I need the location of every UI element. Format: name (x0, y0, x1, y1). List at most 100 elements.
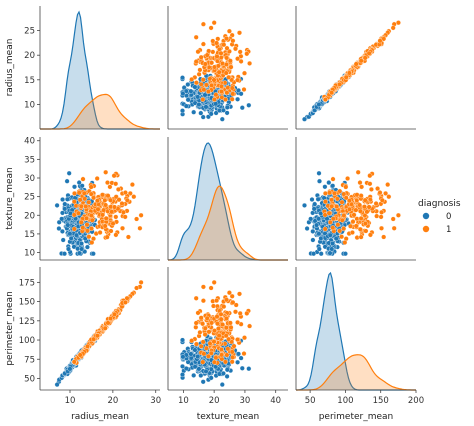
point-1 (84, 222, 90, 228)
point-0 (76, 180, 82, 186)
point-0 (198, 373, 204, 378)
point-0 (235, 359, 241, 365)
point-1 (367, 232, 373, 238)
point-1 (322, 199, 328, 205)
point-1 (218, 311, 224, 317)
point-0 (213, 110, 219, 116)
point-1 (193, 295, 199, 301)
point-1 (377, 190, 383, 196)
point-1 (329, 90, 335, 96)
y-tick-label: 30 (24, 174, 35, 184)
panel-perimeter_mean-vs-texture_mean: 10 20 30 40 (167, 267, 288, 406)
point-1 (373, 201, 379, 206)
point-1 (390, 25, 396, 31)
point-1 (219, 89, 225, 94)
point-0 (310, 237, 316, 243)
point-0 (200, 379, 206, 385)
point-1 (209, 60, 215, 66)
point-1 (78, 203, 84, 209)
point-1 (230, 354, 236, 360)
point-1 (83, 204, 89, 209)
point-0 (66, 246, 71, 252)
point-1 (193, 320, 199, 326)
point-1 (103, 169, 109, 175)
point-1 (355, 169, 361, 175)
point-1 (228, 324, 234, 330)
point-1 (86, 199, 92, 205)
point-1 (359, 184, 365, 190)
point-0 (236, 87, 241, 93)
point-1 (341, 226, 347, 232)
point-1 (326, 210, 332, 216)
point-0 (54, 382, 60, 388)
point-0 (238, 355, 244, 361)
point-0 (203, 368, 209, 374)
point-0 (208, 111, 214, 117)
point-1 (77, 352, 83, 358)
point-0 (316, 246, 322, 252)
point-0 (311, 251, 317, 257)
point-1 (198, 343, 204, 349)
point-1 (193, 324, 199, 330)
point-0 (317, 178, 322, 184)
point-0 (220, 107, 226, 113)
point-0 (330, 183, 336, 189)
point-1 (211, 77, 217, 83)
point-1 (362, 221, 368, 227)
point-1 (213, 92, 219, 98)
point-1 (235, 319, 241, 325)
point-1 (343, 74, 349, 80)
panel-radius_mean-vs-perimeter_mean (295, 6, 416, 130)
point-1 (358, 193, 364, 199)
point-1 (363, 228, 369, 234)
point-1 (94, 333, 100, 339)
point-1 (115, 186, 121, 192)
legend-title: diagnosis (418, 199, 461, 209)
point-0 (65, 222, 71, 228)
point-1 (224, 90, 230, 96)
point-1 (241, 87, 247, 92)
point-0 (246, 102, 252, 108)
point-0 (191, 372, 197, 378)
point-1 (238, 58, 244, 64)
point-1 (193, 341, 199, 347)
point-1 (228, 64, 234, 70)
point-1 (211, 97, 217, 102)
point-1 (329, 203, 335, 209)
point-1 (395, 20, 401, 26)
point-0 (327, 250, 333, 256)
point-1 (237, 49, 243, 55)
point-1 (337, 228, 343, 234)
point-0 (66, 170, 72, 176)
point-1 (341, 213, 347, 218)
point-1 (350, 219, 356, 225)
point-0 (219, 116, 225, 122)
point-1 (104, 234, 110, 240)
x-tick-label: 50 (305, 396, 316, 406)
point-0 (56, 226, 62, 231)
point-1 (195, 49, 201, 55)
point-1 (215, 63, 221, 69)
point-1 (362, 55, 368, 61)
point-0 (326, 180, 332, 186)
point-0 (302, 202, 307, 208)
point-1 (113, 181, 119, 187)
point-1 (242, 70, 247, 76)
point-1 (362, 197, 368, 203)
point-1 (94, 198, 100, 204)
point-1 (224, 297, 229, 303)
point-1 (237, 30, 242, 36)
point-1 (101, 207, 107, 213)
point-0 (196, 366, 202, 372)
point-1 (349, 230, 355, 235)
point-1 (353, 223, 359, 229)
point-1 (102, 197, 108, 203)
y-tick-label: 175 (19, 278, 35, 288)
point-1 (362, 204, 367, 210)
point-1 (211, 339, 217, 345)
point-0 (224, 367, 230, 373)
point-1 (327, 219, 333, 225)
point-1 (201, 351, 207, 357)
point-1 (353, 61, 359, 67)
point-1 (78, 219, 84, 225)
